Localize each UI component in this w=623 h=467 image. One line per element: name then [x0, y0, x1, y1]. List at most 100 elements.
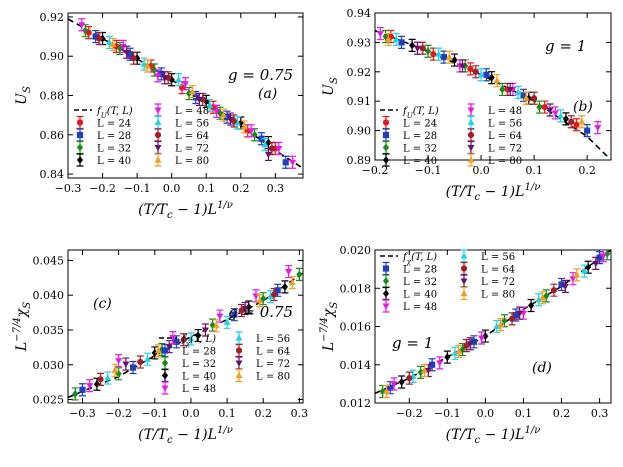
panel-label: (b) — [573, 99, 593, 115]
y-tick-label: 0.012 — [340, 397, 372, 410]
y-tick-label: 0.84 — [40, 168, 65, 181]
legend-fit-label: fU​(T, L) — [96, 106, 133, 120]
panel-label: (a) — [258, 86, 277, 102]
legend-marker — [460, 252, 468, 259]
legend-label: L = 80 — [488, 156, 522, 167]
data-point — [445, 53, 453, 60]
legend-label: L = 28 — [403, 265, 437, 276]
x-tick-label: 0.1 — [197, 182, 215, 195]
legend-marker — [76, 119, 84, 126]
legend-label: L = 72 — [481, 277, 515, 288]
legend: fU​(T, L)L = 24L = 28 L = 32L = 40 L = 48 L… — [74, 103, 209, 167]
data-point — [550, 287, 558, 294]
data-point — [558, 281, 565, 288]
data-point — [79, 386, 86, 393]
series-l72 — [123, 45, 272, 162]
data-point — [569, 276, 577, 283]
data-point — [256, 297, 264, 304]
data-point — [551, 110, 559, 117]
series-l48 — [78, 18, 297, 169]
legend-marker — [460, 265, 468, 272]
legend-fit-label: fχ​(T, L) — [402, 252, 437, 266]
legend-marker — [154, 145, 162, 152]
data-point — [93, 380, 101, 389]
data-point — [398, 378, 405, 386]
panel-a: −0.3 −0.2 −0.1 0.0 0.1 0.2 0.3 0.84 0.86 0.88 0.90… — [14, 11, 304, 221]
data-point — [455, 347, 463, 354]
x-axis-label: (T/Tc​ − 1)L1/ν​ — [138, 425, 233, 446]
data-point — [182, 81, 189, 88]
data-point — [424, 367, 432, 375]
axes-frame — [374, 12, 612, 161]
data-point — [413, 45, 421, 52]
x-tick-label: −0.2 — [105, 407, 132, 420]
legend-marker — [76, 143, 84, 152]
panel-label: (d) — [532, 360, 552, 376]
data-point — [387, 384, 394, 391]
data-point — [435, 50, 443, 57]
data-point — [282, 159, 289, 166]
data-point — [111, 366, 119, 373]
legend-marker — [154, 118, 162, 125]
series-l56 — [409, 264, 588, 383]
x-tick-label: 0.2 — [553, 407, 571, 420]
y-tick-label: 0.035 — [33, 324, 65, 337]
y-tick-label: 0.016 — [340, 321, 372, 334]
data-point — [463, 342, 470, 349]
data-point — [78, 22, 86, 29]
x-tick-label: 0.2 — [578, 164, 596, 177]
axes-frame — [67, 249, 304, 404]
data-point — [462, 62, 469, 70]
legend-marker — [382, 265, 390, 272]
series-l80 — [384, 32, 586, 129]
data-point — [143, 62, 151, 69]
legend-label: L = 56 — [256, 334, 290, 345]
y-axis-label: L−7/4​χS​ — [319, 302, 340, 352]
data-point — [384, 35, 392, 42]
data-point — [158, 70, 165, 77]
data-point — [541, 103, 548, 111]
data-point — [451, 56, 458, 64]
data-point — [115, 358, 123, 365]
legend-label: L = 24 — [403, 119, 437, 130]
y-tick-label: 0.89 — [347, 154, 372, 167]
data-point — [419, 45, 426, 52]
y-tick-label: 0.030 — [33, 359, 65, 372]
series-l80 — [109, 37, 248, 134]
legend-label: L = 40 — [97, 156, 131, 167]
data-point — [109, 40, 117, 47]
data-point — [144, 355, 152, 362]
data-point — [216, 313, 224, 320]
legend-label: L = 24 — [97, 119, 131, 130]
legend-label: L = 64 — [256, 347, 290, 358]
error-bar — [604, 159, 611, 160]
data-point — [514, 88, 522, 95]
x-tick-label: 0.0 — [472, 164, 490, 177]
data-point — [92, 33, 99, 40]
series-l56 — [105, 35, 269, 152]
y-tick-label: 0.93 — [347, 36, 372, 49]
data-point — [105, 38, 113, 45]
legend-label: L = 48 — [488, 106, 522, 117]
data-point — [161, 75, 169, 82]
data-point — [472, 68, 479, 75]
data-point — [392, 35, 400, 42]
data-point — [212, 322, 220, 329]
data-point — [585, 263, 592, 272]
data-point — [584, 127, 591, 134]
series-l32 — [71, 267, 303, 401]
legend-label: L = 80 — [256, 372, 290, 383]
legend-label: L = 80 — [175, 156, 209, 167]
data-point — [599, 253, 607, 260]
panel-c: −0.3 −0.2 −0.1 0.0 0.1 0.2 0.3 0.025 0.030 0.035 0… — [12, 249, 308, 446]
legend-label: L = 32 — [97, 144, 131, 155]
data-point — [488, 73, 495, 82]
y-axis-label: US​ — [321, 77, 340, 96]
panel-b: −0.2 −0.1 0.0 0.1 0.2 0.89 0.90 0.91 0.92 0.93 0.9… — [321, 7, 612, 203]
data-point — [154, 347, 162, 354]
data-point — [137, 358, 144, 366]
data-point — [459, 63, 467, 70]
legend-marker — [161, 385, 169, 392]
legend-marker — [154, 131, 162, 139]
plot-area — [68, 18, 303, 169]
